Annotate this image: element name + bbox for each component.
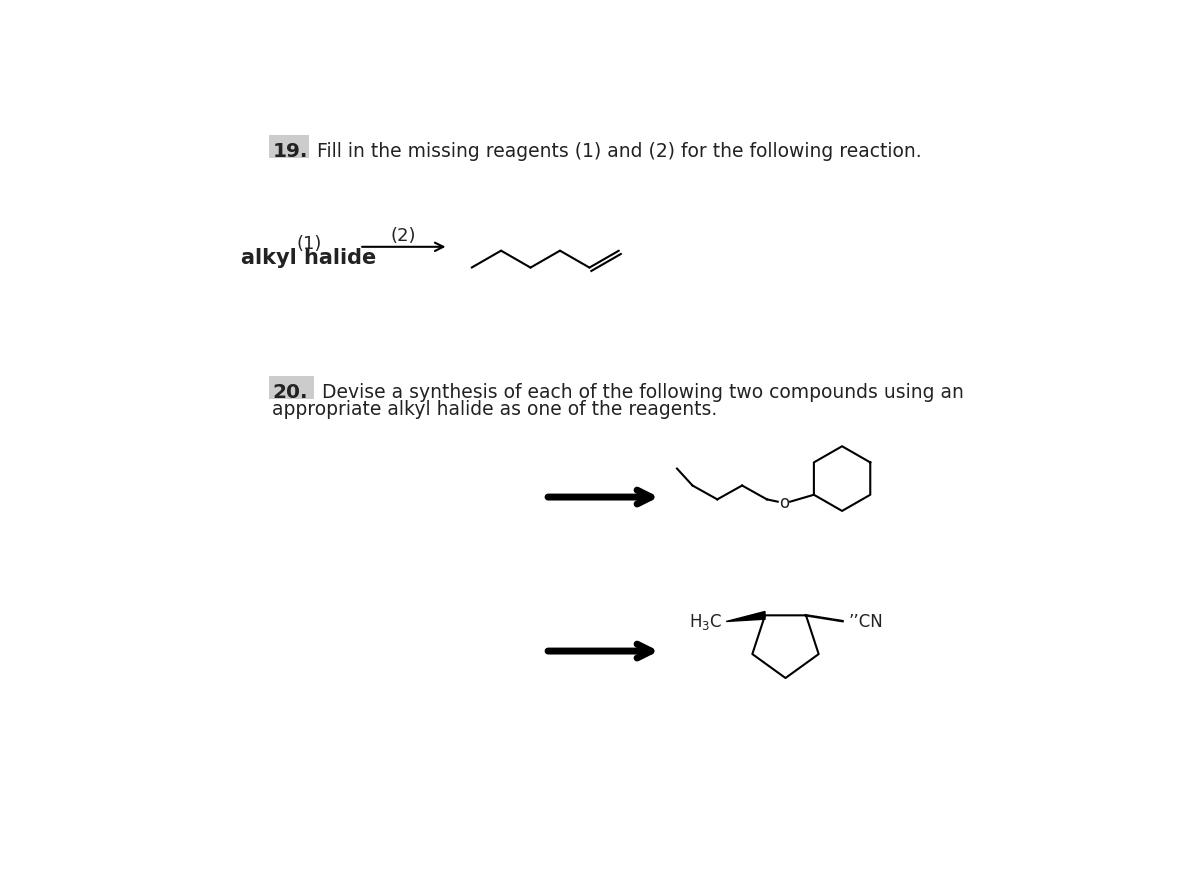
Polygon shape — [726, 612, 766, 622]
Text: alkyl halide: alkyl halide — [241, 247, 377, 267]
Text: ’’CN: ’’CN — [848, 613, 883, 631]
Text: Devise a synthesis of each of the following two compounds using an: Devise a synthesis of each of the follow… — [322, 382, 964, 401]
Text: o: o — [779, 493, 790, 511]
Text: 19.: 19. — [272, 142, 308, 161]
Text: (2): (2) — [391, 227, 416, 245]
Text: 20.: 20. — [272, 382, 308, 401]
Text: (1): (1) — [296, 234, 322, 253]
Text: Fill in the missing reagents (1) and (2) for the following reaction.: Fill in the missing reagents (1) and (2)… — [317, 142, 922, 161]
FancyBboxPatch shape — [269, 377, 314, 400]
Text: H$_3$C: H$_3$C — [689, 612, 722, 631]
Text: appropriate alkyl halide as one of the reagents.: appropriate alkyl halide as one of the r… — [272, 400, 718, 419]
FancyBboxPatch shape — [269, 136, 308, 159]
